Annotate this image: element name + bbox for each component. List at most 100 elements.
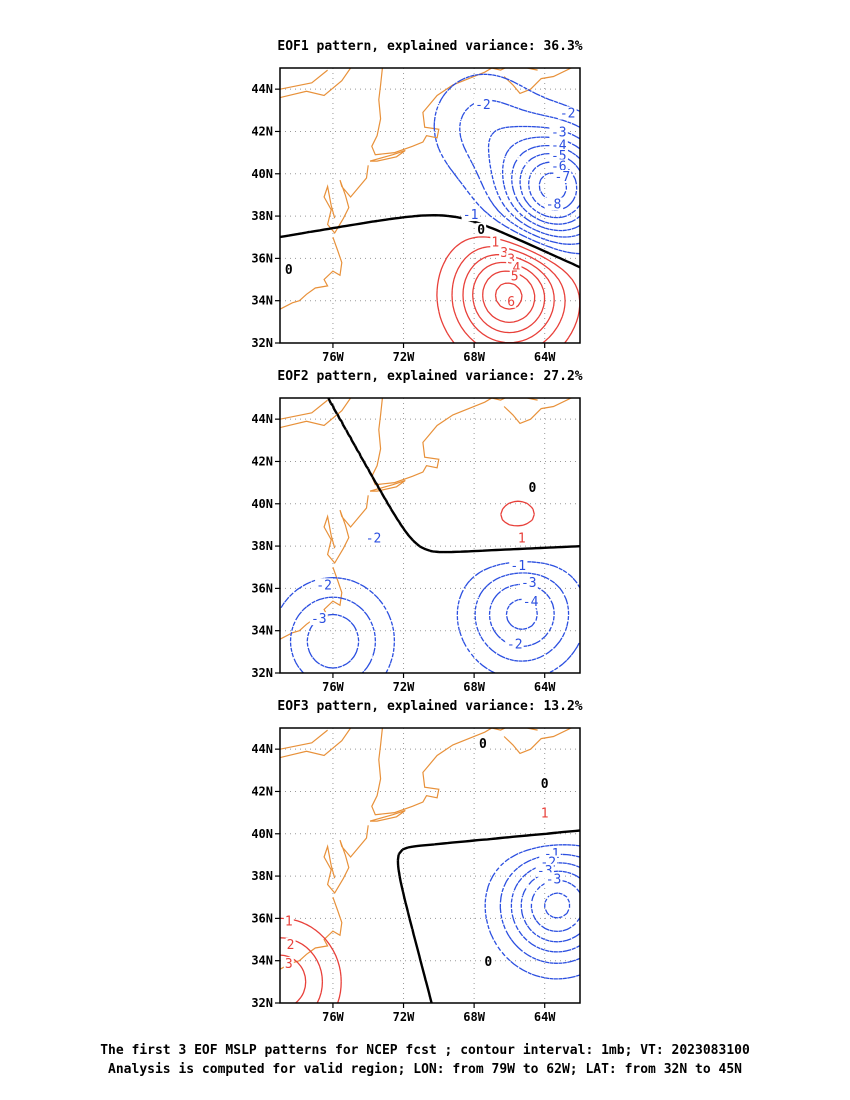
coastline <box>323 165 369 235</box>
contour-label: -3 <box>311 612 327 627</box>
y-tick-label: 38N <box>251 539 273 553</box>
contour-label-bg <box>506 252 517 266</box>
contour-label: -2 <box>316 578 332 593</box>
contour-negative <box>459 99 580 245</box>
contour-positive <box>280 917 342 1003</box>
contour-label: 0 <box>479 737 487 752</box>
contour-label-bg <box>549 125 568 139</box>
contour-negative <box>544 892 571 919</box>
eof3-title: EOF3 pattern, explained variance: 13.2% <box>277 699 582 714</box>
contour-negative <box>280 561 580 673</box>
y-tick-label: 42N <box>251 784 273 798</box>
contour-label-bg <box>309 612 328 626</box>
contour-label: -2 <box>507 638 523 653</box>
eof1-panel: EOF1 pattern, explained variance: 36.3% -… <box>251 39 582 364</box>
contour-label: 4 <box>513 261 521 276</box>
contour-label: 2 <box>287 938 295 953</box>
contour-label-bg <box>549 138 568 152</box>
contour-label: -3 <box>551 126 567 141</box>
contour-label: -1 <box>463 208 479 223</box>
contour-label-bg <box>364 531 383 545</box>
contour-label-bg <box>473 98 492 112</box>
contour-label: 1 <box>518 532 526 547</box>
x-tick-label: 76W <box>322 350 344 364</box>
contour-label-bg <box>505 637 524 651</box>
contour-label-bg <box>477 736 488 750</box>
y-tick-label: 40N <box>251 497 273 511</box>
y-tick-label: 40N <box>251 167 273 181</box>
contour-positive <box>451 245 566 343</box>
contour-label-bg <box>558 106 577 120</box>
y-tick-label: 42N <box>251 454 273 468</box>
coastline <box>509 68 538 71</box>
x-tick-label: 72W <box>393 1010 415 1024</box>
y-tick-label: 38N <box>251 869 273 883</box>
coastline <box>280 896 343 970</box>
x-tick-label: 76W <box>322 1010 344 1024</box>
y-tick-label: 34N <box>251 954 273 968</box>
coastline <box>503 68 574 95</box>
x-tick-label: 76W <box>322 680 344 694</box>
contour-label: 0 <box>541 777 549 792</box>
contour-label: 0 <box>285 263 293 278</box>
contour-negative <box>289 572 570 673</box>
y-tick-label: 42N <box>251 124 273 138</box>
contour-label: 3 <box>507 253 515 268</box>
coastline <box>509 728 538 731</box>
y-tick-label: 40N <box>251 827 273 841</box>
coastline <box>371 68 493 156</box>
contour-label-bg <box>283 914 294 928</box>
eof2-plot-area: 0 1 -1 -3 -4 -2 -2 -2 -3 <box>280 398 580 673</box>
contour-negative <box>484 844 580 980</box>
coastline <box>491 728 507 731</box>
coastline <box>280 69 328 90</box>
contour-label-bg <box>506 294 517 308</box>
y-tick-label: 44N <box>251 82 273 96</box>
contour-label: 0 <box>484 955 492 970</box>
contour-positive <box>280 954 307 1003</box>
caption-line-2: Analysis is computed for valid region; L… <box>108 1062 742 1077</box>
contour-label: -1 <box>510 559 526 574</box>
contour-label-bg <box>519 576 538 590</box>
contour-label-bg <box>283 956 294 970</box>
coastline <box>280 399 328 420</box>
eof1-title: EOF1 pattern, explained variance: 36.3% <box>277 39 582 54</box>
contour-label-bg <box>461 208 480 222</box>
contour-label: 0 <box>477 223 485 238</box>
coastline <box>371 728 493 816</box>
contour-positive <box>462 253 555 343</box>
eof2-frame <box>279 397 581 674</box>
coastline <box>280 68 352 99</box>
contour-negative <box>519 152 580 219</box>
contour-negative <box>501 136 580 232</box>
contour-zero <box>327 398 580 554</box>
contour-label-bg <box>544 872 563 886</box>
contour-label: -8 <box>546 198 562 213</box>
y-tick-label: 44N <box>251 412 273 426</box>
contour-label-bg <box>283 263 294 277</box>
eof2-panel: EOF2 pattern, explained variance: 27.2% 0… <box>251 369 582 694</box>
y-tick-label: 36N <box>251 911 273 925</box>
contour-label: -3 <box>546 872 562 887</box>
coastline <box>371 398 493 486</box>
y-tick-label: 36N <box>251 581 273 595</box>
contour-label: -3 <box>521 576 537 591</box>
contour-label-bg <box>549 148 568 162</box>
coastline <box>509 398 538 401</box>
x-tick-label: 72W <box>393 350 415 364</box>
contour-label-bg <box>527 480 538 494</box>
y-tick-label: 34N <box>251 294 273 308</box>
y-tick-label: 36N <box>251 251 273 265</box>
contour-label-bg <box>490 235 501 249</box>
contour-label-bg <box>285 937 296 951</box>
y-tick-label: 32N <box>251 336 273 350</box>
eof3-panel: EOF3 pattern, explained variance: 13.2% 0… <box>251 699 582 1024</box>
contour-label-bg <box>544 197 563 211</box>
x-tick-label: 72W <box>393 680 415 694</box>
contour-label-bg <box>539 806 550 820</box>
contour-label: -2 <box>560 107 576 122</box>
y-tick-label: 44N <box>251 742 273 756</box>
